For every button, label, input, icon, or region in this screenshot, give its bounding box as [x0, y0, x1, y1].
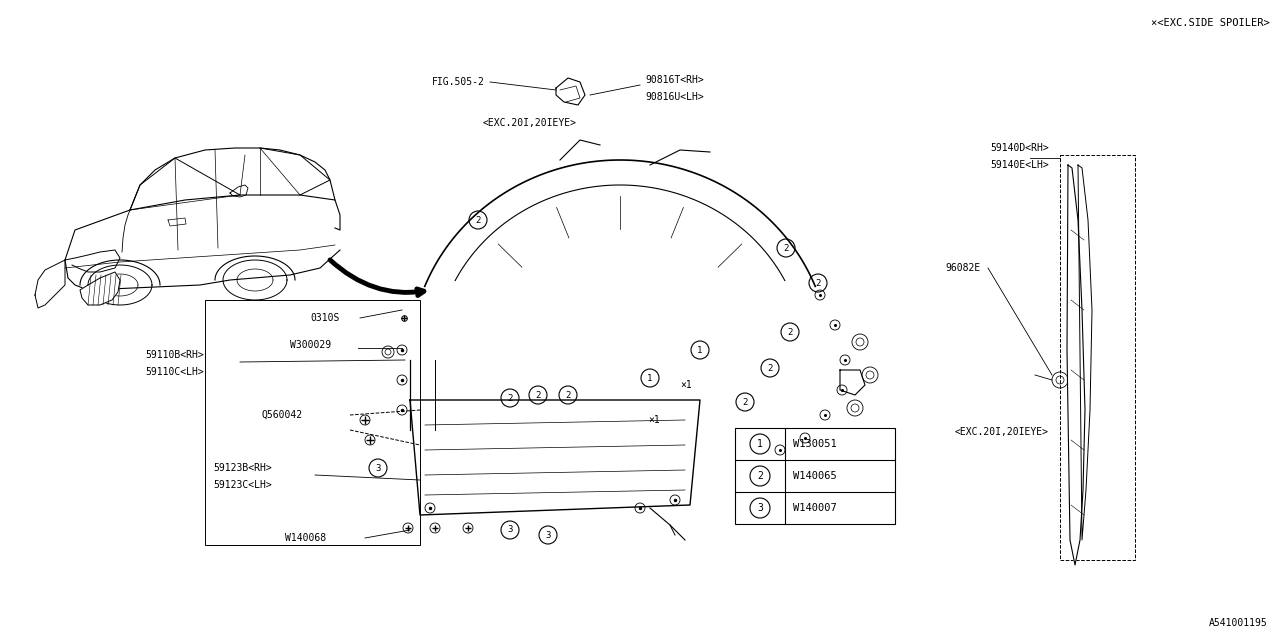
Text: FIG.505-2: FIG.505-2 — [433, 77, 485, 87]
Text: 2: 2 — [783, 243, 788, 253]
Text: 1: 1 — [756, 439, 763, 449]
Text: 3: 3 — [507, 525, 513, 534]
Text: 2: 2 — [535, 390, 540, 399]
Text: 2: 2 — [767, 364, 773, 372]
Polygon shape — [1068, 165, 1085, 565]
Text: 59140E<LH>: 59140E<LH> — [989, 160, 1048, 170]
Text: 2: 2 — [815, 278, 820, 287]
Polygon shape — [79, 272, 120, 305]
Text: 2: 2 — [507, 394, 513, 403]
Text: 2: 2 — [475, 216, 481, 225]
FancyArrowPatch shape — [330, 260, 424, 296]
Text: W130051: W130051 — [794, 439, 837, 449]
Text: <EXC.20I,20IEYE>: <EXC.20I,20IEYE> — [955, 427, 1050, 437]
Text: 2: 2 — [787, 328, 792, 337]
Text: W140065: W140065 — [794, 471, 837, 481]
Text: 3: 3 — [545, 531, 550, 540]
Text: 3: 3 — [375, 463, 380, 472]
Text: 59110B<RH>: 59110B<RH> — [145, 350, 204, 360]
Text: 96082E: 96082E — [945, 263, 980, 273]
Text: 2: 2 — [566, 390, 571, 399]
Text: 3: 3 — [756, 503, 763, 513]
Text: Q560042: Q560042 — [262, 410, 303, 420]
Text: 0310S: 0310S — [310, 313, 339, 323]
Text: W300029: W300029 — [291, 340, 332, 350]
Text: W140007: W140007 — [794, 503, 837, 513]
Text: 59110C<LH>: 59110C<LH> — [145, 367, 204, 377]
Text: ×<EXC.SIDE SPOILER>: ×<EXC.SIDE SPOILER> — [1151, 18, 1270, 28]
Text: 90816U<LH>: 90816U<LH> — [645, 92, 704, 102]
Text: 1: 1 — [698, 346, 703, 355]
Text: 59123C<LH>: 59123C<LH> — [212, 480, 271, 490]
Text: 2: 2 — [756, 471, 763, 481]
Text: 1: 1 — [648, 374, 653, 383]
Bar — [735, 428, 895, 524]
Text: A541001195: A541001195 — [1210, 618, 1268, 628]
Text: W140068: W140068 — [285, 533, 326, 543]
Bar — [205, 300, 420, 545]
Text: 59123B<RH>: 59123B<RH> — [212, 463, 271, 473]
Text: 2: 2 — [742, 397, 748, 406]
Text: 59140D<RH>: 59140D<RH> — [989, 143, 1048, 153]
Text: 90816T<RH>: 90816T<RH> — [645, 75, 704, 85]
Text: ×1: ×1 — [648, 415, 659, 425]
Text: ×1: ×1 — [680, 380, 691, 390]
Text: <EXC.20I,20IEYE>: <EXC.20I,20IEYE> — [483, 118, 577, 128]
